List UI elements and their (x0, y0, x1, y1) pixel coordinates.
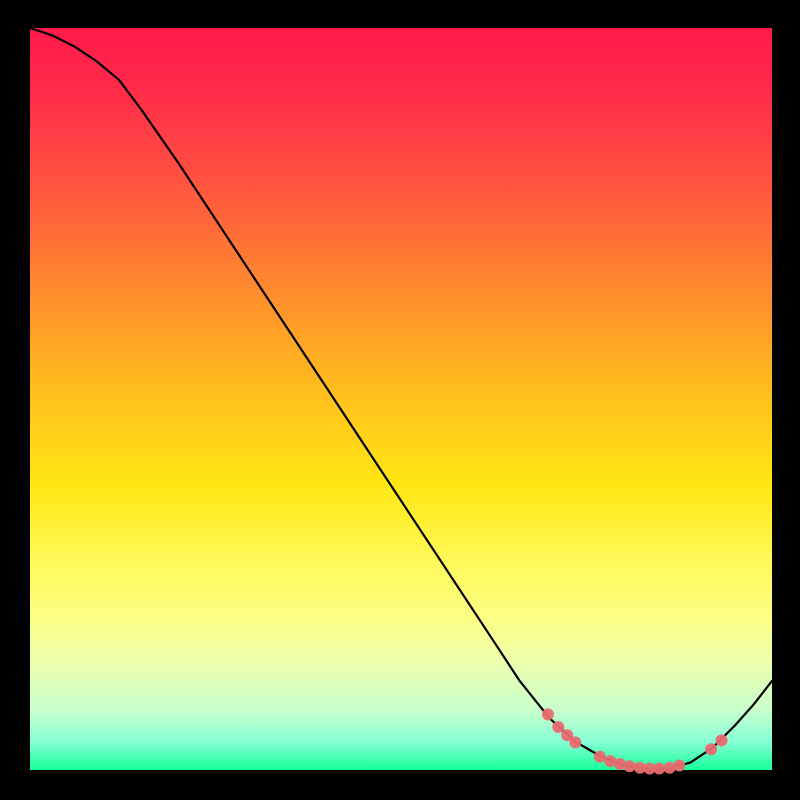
plot-background (30, 28, 772, 770)
curve-marker (552, 721, 564, 733)
curve-marker (569, 737, 581, 749)
curve-marker (716, 734, 728, 746)
curve-marker (673, 760, 685, 772)
curve-marker (594, 751, 606, 763)
curve-marker (624, 760, 636, 772)
chart-stage: TheBottlenecker.com (0, 0, 800, 800)
curve-marker (653, 763, 665, 775)
curve-marker (542, 708, 554, 720)
bottleneck-curve-chart (0, 0, 800, 800)
curve-marker (705, 743, 717, 755)
